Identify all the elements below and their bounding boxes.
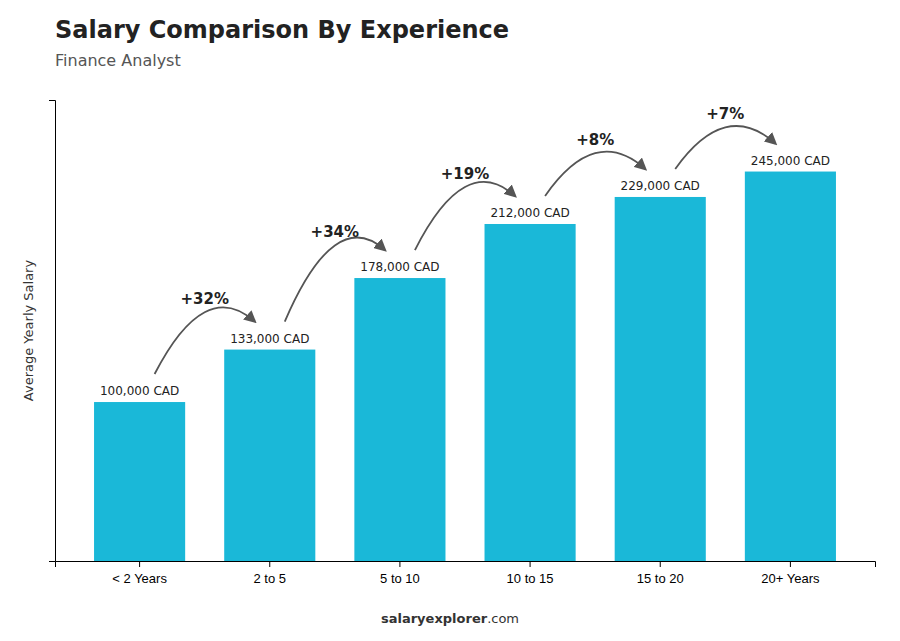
y-axis-line (49, 101, 56, 562)
bars (94, 172, 836, 561)
x-tick-label: 5 to 10 (380, 571, 420, 586)
x-tick-mark (139, 561, 140, 567)
footer-part: salaryexplorer (381, 611, 488, 626)
data-label: 229,000 CAD (621, 179, 700, 193)
annotation: +8% (576, 131, 614, 149)
plot: < 2 Years 2 to 5 5 to 10 10 to 15 15 to 20 20… (49, 101, 876, 587)
x-tick-mark (269, 561, 270, 567)
data-label: 133,000 CAD (230, 332, 309, 346)
arrow (285, 238, 385, 322)
bar (224, 350, 315, 561)
bar (745, 172, 836, 561)
x-tick: 2 to 5 (253, 561, 286, 586)
x-tick: 10 to 15 (507, 561, 554, 586)
x-tick-label: 20+ Years (761, 571, 820, 586)
x-tick-label: 10 to 15 (507, 571, 554, 586)
x-tick-label: 2 to 5 (253, 571, 286, 586)
arrow (155, 307, 255, 374)
subtitle: Finance Analyst (55, 51, 181, 70)
data-label: 178,000 CAD (360, 260, 439, 274)
data-label: 245,000 CAD (751, 154, 830, 168)
y-axis-title: Average Yearly Salary (21, 260, 36, 402)
annotations: +32% +34% +19% +8% +7% (155, 105, 776, 374)
x-tick-mark (660, 561, 661, 567)
x-tick: 15 to 20 (637, 561, 684, 586)
footer: salaryexplorer.com (381, 611, 519, 626)
x-tick: 20+ Years (761, 561, 820, 586)
x-tick: < 2 Years (112, 561, 167, 586)
x-tick-label: < 2 Years (112, 571, 167, 586)
data-label: 212,000 CAD (490, 206, 569, 220)
x-tick-mark (790, 561, 791, 567)
data-labels: 100,000 CAD 133,000 CAD 178,000 CAD 212,000… (100, 154, 830, 399)
x-axis: < 2 Years 2 to 5 5 to 10 10 to 15 15 to 20 20… (56, 561, 876, 586)
annotation: +32% (180, 290, 228, 308)
annotation: +7% (706, 105, 744, 123)
data-label: 100,000 CAD (100, 384, 179, 398)
chart: Salary Comparison By Experience Finance A… (0, 0, 900, 641)
arrow (415, 182, 515, 250)
bar (354, 278, 445, 561)
x-tick-label: 15 to 20 (637, 571, 684, 586)
annotation: +34% (311, 223, 359, 241)
bar (485, 224, 576, 561)
footer-part: .com (487, 611, 519, 626)
x-tick: 5 to 10 (380, 561, 420, 586)
arrow (675, 126, 775, 169)
bar (615, 197, 706, 561)
bar (94, 402, 185, 561)
x-tick-mark (399, 561, 400, 567)
x-tick-mark (530, 561, 531, 567)
arrow (545, 152, 645, 196)
title: Salary Comparison By Experience (55, 16, 509, 44)
annotation: +19% (441, 165, 489, 183)
x-axis-line (56, 562, 876, 568)
y-axis (49, 101, 56, 562)
